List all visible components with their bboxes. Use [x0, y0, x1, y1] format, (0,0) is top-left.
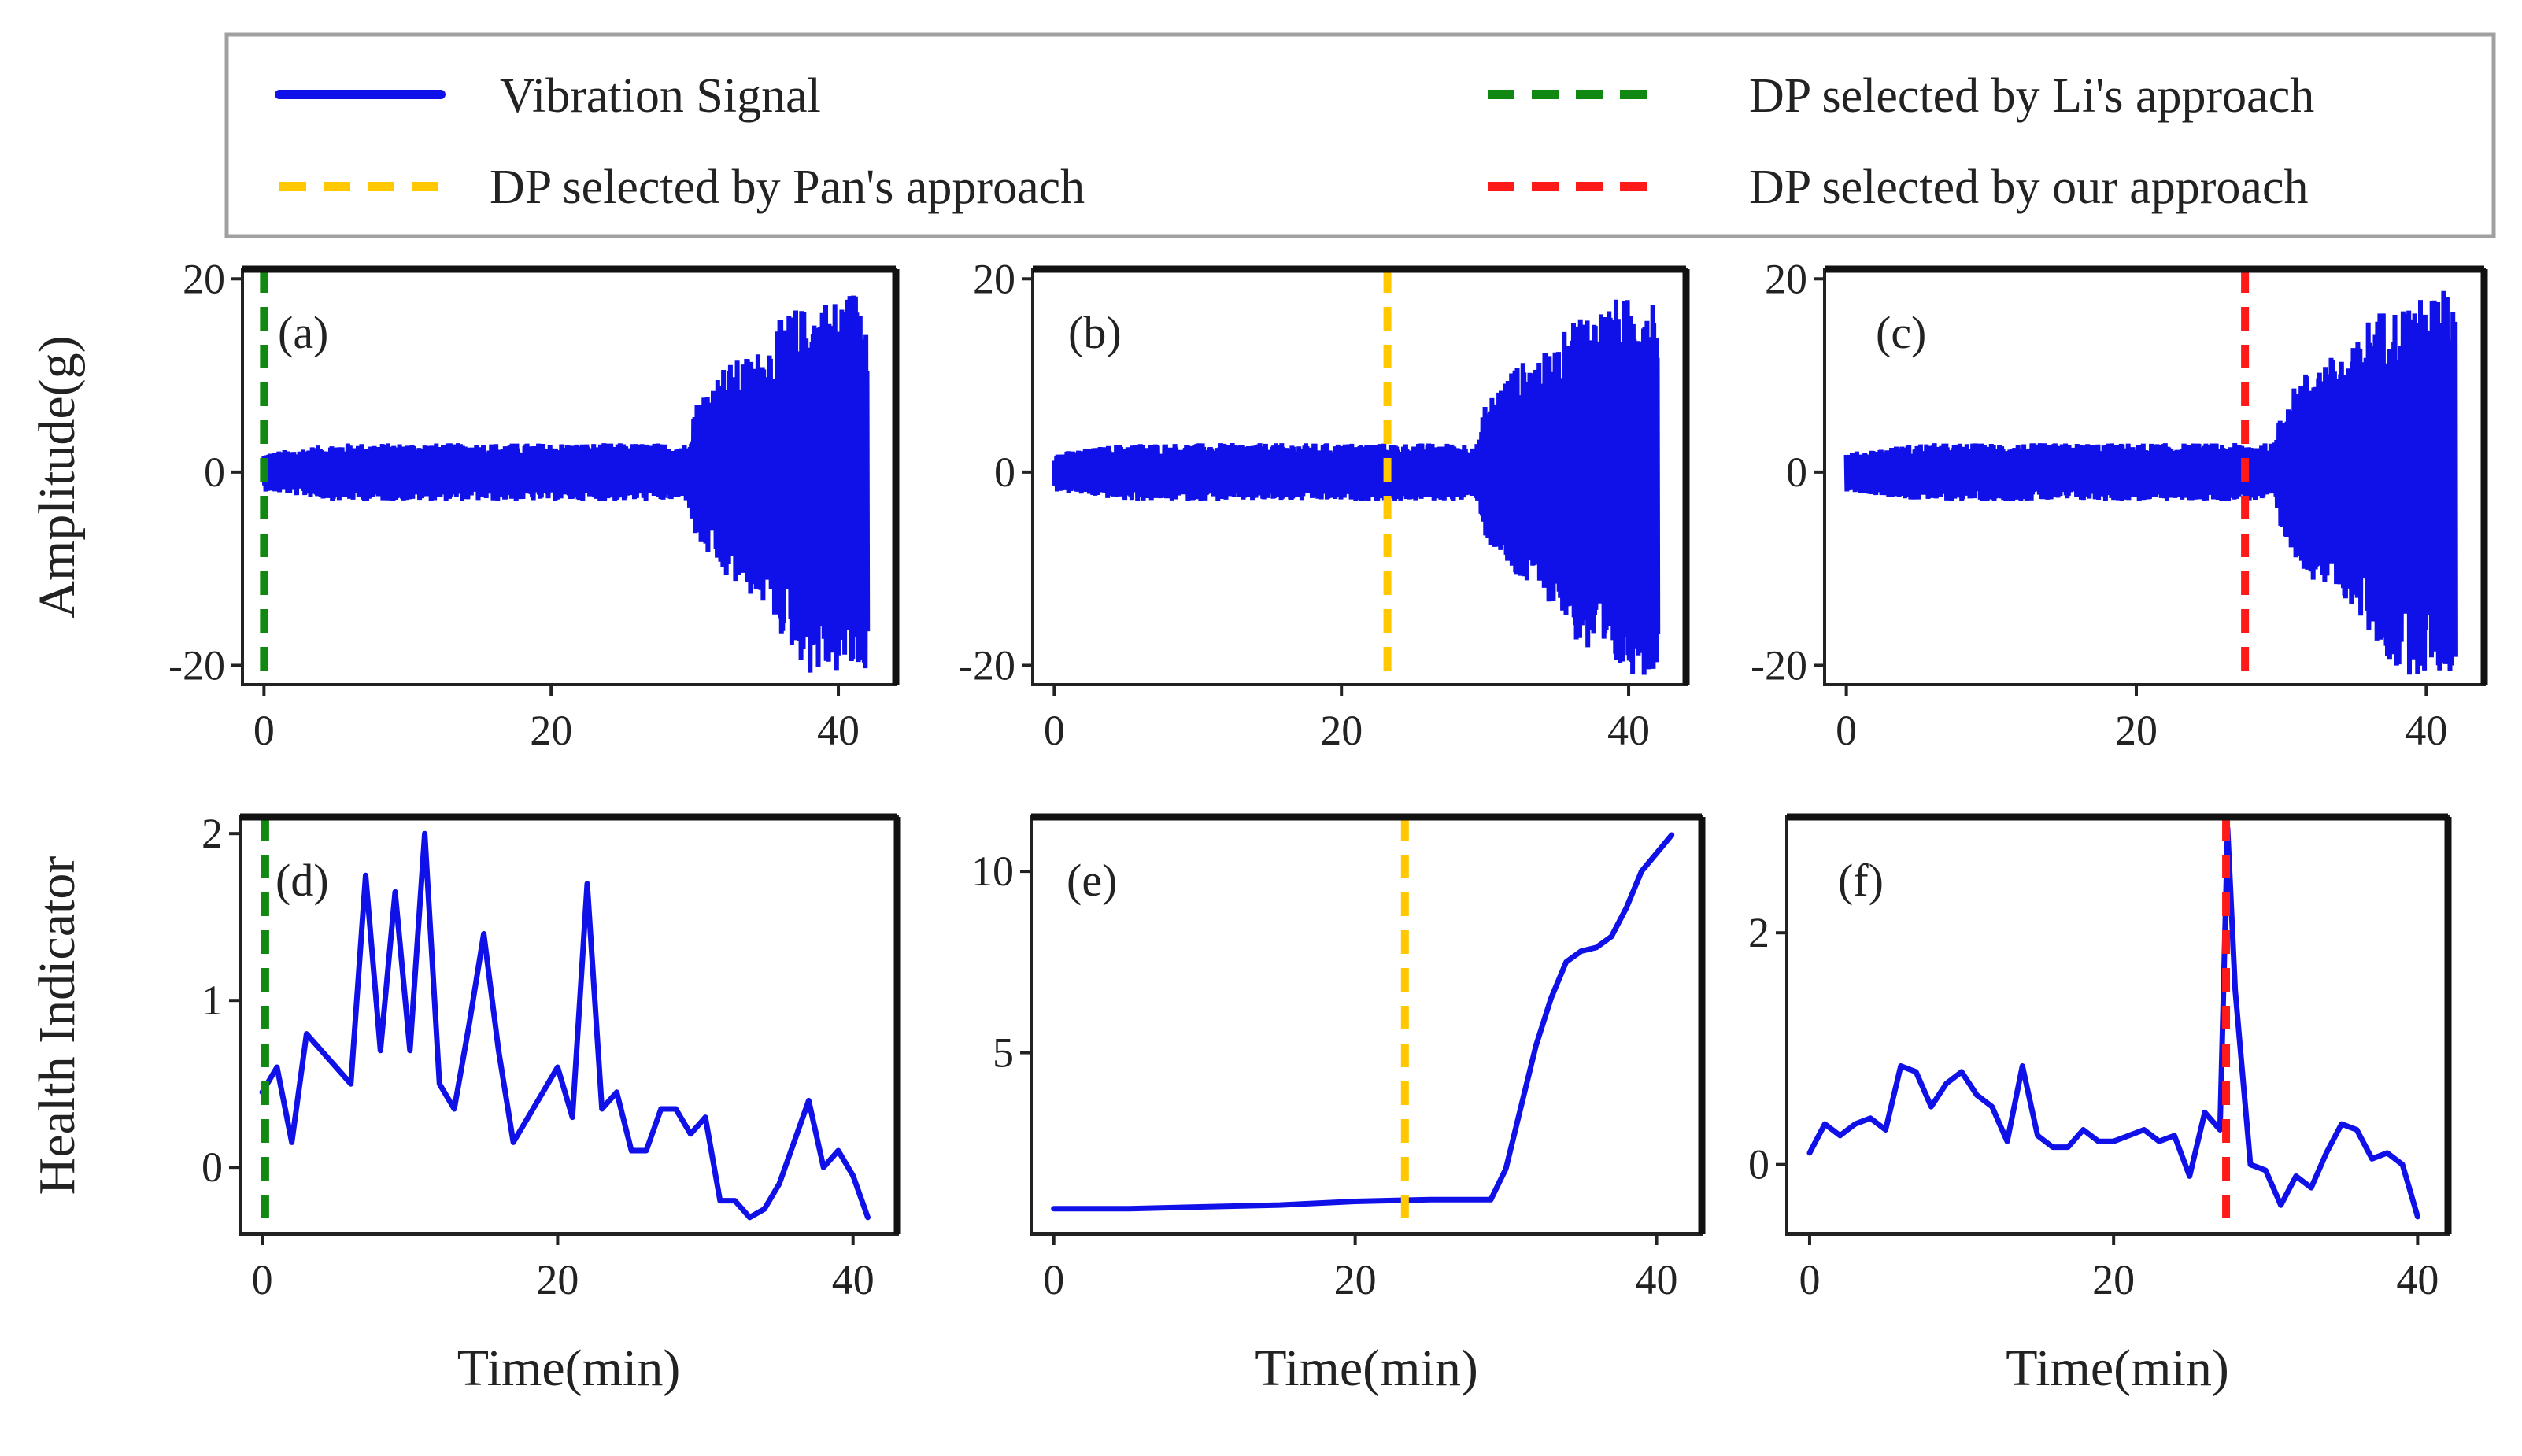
panel-label: (f) [1838, 855, 1884, 906]
vibration-signal-core [1054, 358, 1658, 598]
x-tick-label: 20 [1320, 707, 1363, 754]
vibration-signal-core [1846, 358, 2456, 598]
vibration-signal-core [264, 358, 867, 598]
x-tick-label: 0 [1799, 1256, 1820, 1303]
x-tick-label: 20 [1334, 1256, 1377, 1303]
legend-label-our: DP selected by our approach [1749, 161, 2308, 214]
panel-c: 0 20 40 -20 0 20 (c) [1751, 255, 2488, 754]
x-axis-title: Time(min) [1255, 1340, 1478, 1397]
y-tick-label: -20 [959, 641, 1015, 689]
x-tick-label: 0 [1043, 1256, 1064, 1303]
x-tick-label: 40 [1607, 707, 1650, 754]
panel-label: (d) [275, 855, 329, 906]
plot-area [1787, 817, 2448, 1234]
y-tick-label: 20 [973, 255, 1015, 302]
plot-area [240, 817, 897, 1234]
x-tick-label: 20 [2115, 707, 2158, 754]
x-tick-label: 20 [536, 1256, 579, 1303]
x-tick-label: 0 [253, 707, 275, 754]
x-tick-label: 20 [2092, 1256, 2135, 1303]
y-tick-label: -20 [168, 641, 225, 689]
x-axis-title: Time(min) [2006, 1340, 2229, 1397]
x-axis-title: Time(min) [457, 1340, 681, 1397]
y-tick-label: 10 [971, 848, 1014, 895]
y-tick-label: 20 [1765, 255, 1807, 302]
y-axis-title: Health Indicator [28, 856, 86, 1195]
panel-e: 0 20 40 5 10 (e) Time(min) [971, 813, 1706, 1397]
x-tick-label: 0 [1836, 707, 1857, 754]
x-tick-label: 40 [1636, 1256, 1678, 1303]
y-tick-label: -20 [1751, 641, 1807, 689]
legend-label-pan: DP selected by Pan's approach [490, 161, 1085, 214]
legend-label-vibration: Vibration Signal [500, 69, 821, 123]
y-tick-label: 2 [202, 810, 223, 857]
y-tick-label: 0 [994, 449, 1015, 496]
panel-a: 0 20 40 -20 0 20 (a) Amplitude(g) [28, 255, 900, 754]
panel-label: (a) [278, 307, 328, 358]
panel-b: 0 20 40 -20 0 20 (b) [959, 255, 1690, 754]
legend-frame [224, 32, 2496, 238]
health-indicator-line [1051, 832, 1675, 1212]
x-tick-label: 40 [817, 707, 860, 754]
y-tick-label: 0 [202, 1144, 223, 1191]
panel-label: (b) [1068, 307, 1122, 358]
y-tick-label: 0 [1786, 449, 1807, 496]
panel-f: 0 20 40 0 2 (f) Time(min) [1748, 813, 2452, 1397]
x-tick-label: 0 [252, 1256, 273, 1303]
plot-area [1031, 817, 1702, 1234]
health-indicator-line [259, 830, 871, 1221]
y-tick-label: 1 [202, 977, 223, 1024]
y-tick-label: 20 [183, 255, 225, 302]
x-tick-label: 0 [1044, 707, 1065, 754]
health-indicator-line [1806, 826, 2420, 1220]
legend-label-li: DP selected by Li's approach [1749, 69, 2314, 123]
y-axis-title: Amplitude(g) [28, 335, 86, 618]
y-tick-label: 5 [993, 1029, 1014, 1077]
panel-label: (c) [1876, 307, 1926, 358]
y-tick-label: 0 [1748, 1141, 1769, 1188]
legend: Vibration Signal DP selected by Pan's ap… [224, 32, 2496, 238]
x-tick-label: 40 [832, 1256, 875, 1303]
panel-label: (e) [1067, 855, 1117, 906]
x-tick-label: 20 [530, 707, 572, 754]
x-tick-label: 40 [2405, 707, 2447, 754]
panel-d: 0 20 40 0 1 2 (d) Health Indicator Time(min) [28, 810, 901, 1397]
y-tick-label: 2 [1748, 909, 1769, 956]
x-tick-label: 40 [2396, 1256, 2439, 1303]
y-tick-label: 0 [204, 449, 225, 496]
